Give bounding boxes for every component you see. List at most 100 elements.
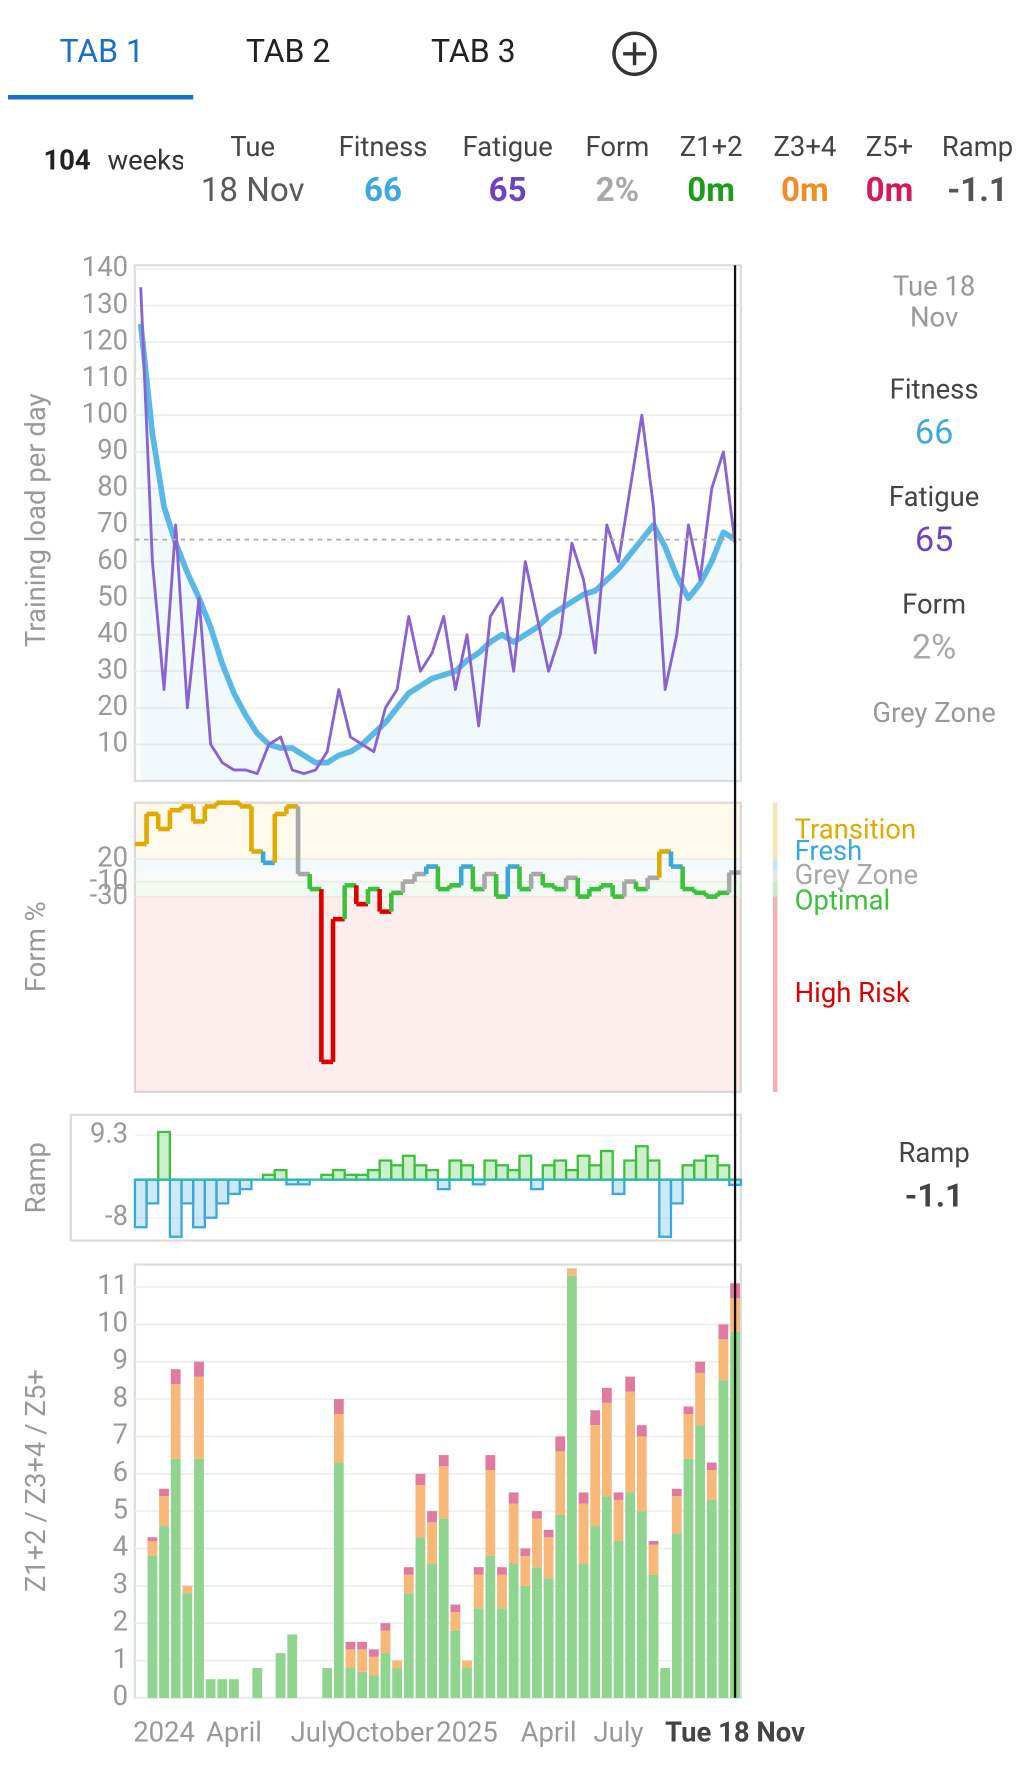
zone-time-bar — [532, 1511, 542, 1519]
zone-time-bar — [567, 1268, 577, 1276]
zone-time-bar — [613, 1499, 624, 1542]
tab[interactable]: TAB 2 — [246, 32, 331, 70]
summary-label: Tue — [230, 131, 275, 163]
zone-time-bar — [427, 1522, 437, 1564]
zone-time-bar — [392, 1660, 403, 1669]
ramp-bar — [215, 1178, 230, 1205]
ramp-bar — [716, 1164, 731, 1181]
tab[interactable]: TAB 3 — [431, 32, 516, 70]
ramp-bar — [425, 1168, 440, 1181]
summary-value: 2% — [596, 171, 640, 210]
zone-time-bar — [403, 1593, 414, 1698]
ramp-bar — [669, 1178, 684, 1205]
zone-time-bar — [450, 1604, 461, 1612]
ramp-bar — [495, 1164, 509, 1181]
y-tick-label: 110 — [82, 361, 128, 393]
y-tick-label: -30 — [90, 879, 128, 911]
summary-value: 65 — [489, 171, 527, 210]
y-tick-label: 11 — [97, 1269, 128, 1301]
x-tick-label: October — [337, 1717, 434, 1749]
zone-time-bar — [636, 1511, 647, 1698]
y-axis-label: Ramp — [20, 1142, 52, 1213]
zone-time-bar — [590, 1526, 601, 1698]
zone-time-bar — [217, 1679, 228, 1698]
ramp-bar — [378, 1159, 393, 1181]
zone-time-bar — [194, 1376, 204, 1459]
ramp-bar — [413, 1164, 428, 1181]
zone-time-bar — [590, 1410, 601, 1426]
zone-time-bar — [578, 1563, 589, 1698]
zone-time-bar — [613, 1541, 624, 1698]
zone-label: Fresh — [795, 835, 863, 867]
ramp-bar — [588, 1164, 603, 1181]
ramp-bar — [611, 1178, 626, 1196]
tab-bar: TAB 1 TAB 2 TAB 3 — [8, 31, 657, 100]
zone-time-bar — [625, 1376, 636, 1392]
summary-label: Fatigue — [462, 131, 552, 163]
zone-time-bar — [427, 1511, 437, 1523]
ramp-bar — [623, 1159, 638, 1181]
add-tab-button[interactable] — [612, 31, 657, 77]
weeks-value[interactable]: 104 — [43, 145, 90, 177]
zone-time-bar — [485, 1470, 496, 1556]
zone-time-bar — [578, 1492, 589, 1504]
zone-time-bar — [182, 1593, 193, 1698]
zone-time-bar — [380, 1653, 391, 1698]
zone-time-bar — [415, 1484, 426, 1538]
charts: 102030405060708090100110120130140Trainin… — [20, 251, 918, 1749]
ramp-bar — [634, 1145, 649, 1181]
y-axis-label: Z1+2 / Z3+4 / Z5+ — [20, 1369, 52, 1592]
zone-time-bar — [252, 1668, 263, 1698]
zone-label: Grey Zone — [795, 859, 918, 891]
x-tick-label: Tue 18 Nov — [665, 1717, 805, 1749]
zone-time-bar — [333, 1414, 344, 1463]
zone-time-bar — [345, 1649, 356, 1669]
zone-time-bar — [706, 1462, 717, 1471]
zone-time-bar — [182, 1585, 193, 1594]
zone-time-bar — [520, 1585, 531, 1698]
y-tick-label: 20 — [97, 690, 128, 722]
zone-time-bar — [147, 1555, 158, 1698]
zone-time-bar — [671, 1496, 682, 1534]
side-label: Fitness — [890, 373, 979, 405]
ramp-bar — [331, 1168, 346, 1181]
zone-time-bar — [601, 1496, 612, 1698]
side-value: 2% — [912, 628, 956, 668]
side-value: -1.1 — [905, 1177, 964, 1215]
zone-time-bar — [357, 1649, 368, 1672]
y-axis-label: Training load per day — [20, 393, 52, 647]
zone-time-bar — [368, 1675, 379, 1698]
zone-time-bar — [147, 1537, 158, 1542]
zone-time-bar — [287, 1634, 298, 1698]
ramp-bar — [564, 1168, 579, 1181]
y-tick-label: 7 — [113, 1419, 128, 1451]
x-tick-label: 2025 — [436, 1717, 498, 1749]
summary-label: Z1+2 — [680, 131, 743, 163]
zone-side-bar — [772, 896, 778, 1092]
ramp-bar — [203, 1178, 218, 1219]
zone-time-bar — [508, 1563, 519, 1698]
zone-time-bar — [578, 1503, 589, 1564]
zone-time-bar — [555, 1451, 566, 1515]
y-tick-label: 70 — [97, 507, 128, 539]
zone-time-bar — [333, 1399, 344, 1415]
zone-time-bar — [403, 1567, 414, 1575]
ramp-bar — [133, 1178, 148, 1229]
zone-time-bar — [706, 1470, 717, 1500]
y-tick-label: 9 — [113, 1344, 128, 1376]
summary-value: 0m — [781, 171, 829, 210]
zone-side-bar — [772, 802, 778, 860]
ramp-bar — [401, 1154, 416, 1181]
zone-band — [134, 859, 741, 871]
zone-time-bar — [555, 1436, 566, 1452]
y-tick-label: -8 — [105, 1200, 128, 1232]
x-tick-label: July — [594, 1717, 644, 1749]
zone-time-bar — [485, 1555, 496, 1698]
zone-label: High Risk — [795, 977, 910, 1009]
zone-time-bar — [450, 1630, 461, 1698]
tab[interactable]: TAB 1 — [59, 32, 144, 70]
zone-time-bar — [438, 1455, 449, 1467]
zone-time-bar — [473, 1567, 484, 1575]
zone-time-bar — [636, 1425, 647, 1437]
